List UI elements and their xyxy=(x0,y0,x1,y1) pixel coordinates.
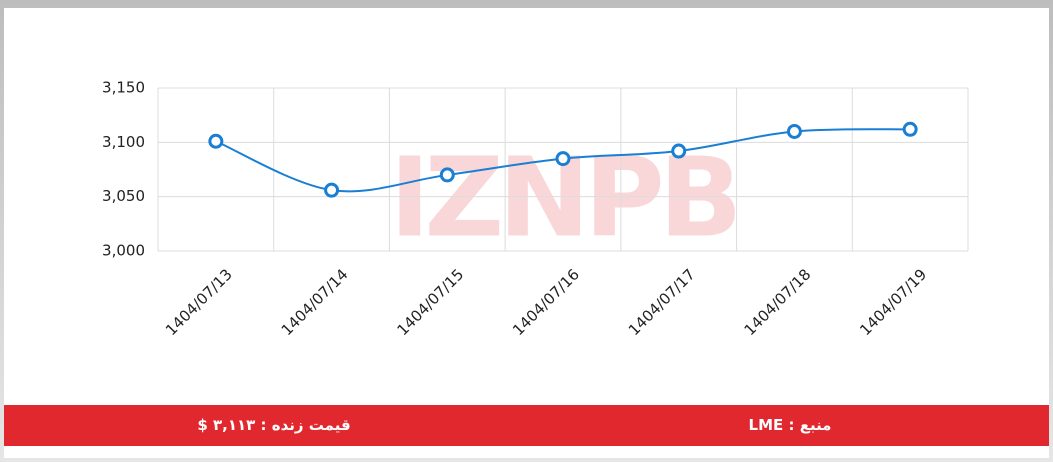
live-price: قیمت زنده : ۳,۱۱۳ $ xyxy=(197,416,351,434)
point xyxy=(439,167,455,183)
y-tick-label: 3,100 xyxy=(102,133,145,151)
point xyxy=(786,123,802,139)
x-tick-label: 1404/07/15 xyxy=(393,265,467,339)
source: منبع : LME xyxy=(748,416,832,434)
footer-bar: قیمت زنده : ۳,۱۱۳ $ منبع : LME xyxy=(4,405,1049,446)
x-tick-label: 1404/07/18 xyxy=(741,265,815,339)
point xyxy=(671,143,687,159)
x-tick-label: 1404/07/17 xyxy=(625,265,699,339)
x-tick-label: 1404/07/13 xyxy=(162,265,236,339)
y-tick-label: 3,150 xyxy=(102,79,145,97)
point xyxy=(555,151,571,167)
y-tick-label: 3,050 xyxy=(102,187,145,205)
x-tick-label: 1404/07/16 xyxy=(509,265,583,339)
x-tick-label: 1404/07/19 xyxy=(856,265,930,339)
x-tick-label: 1404/07/14 xyxy=(278,265,352,339)
y-tick-label: 3,000 xyxy=(102,242,145,260)
point xyxy=(324,182,340,198)
point xyxy=(208,133,224,149)
point xyxy=(902,121,918,137)
frame xyxy=(4,8,1049,458)
